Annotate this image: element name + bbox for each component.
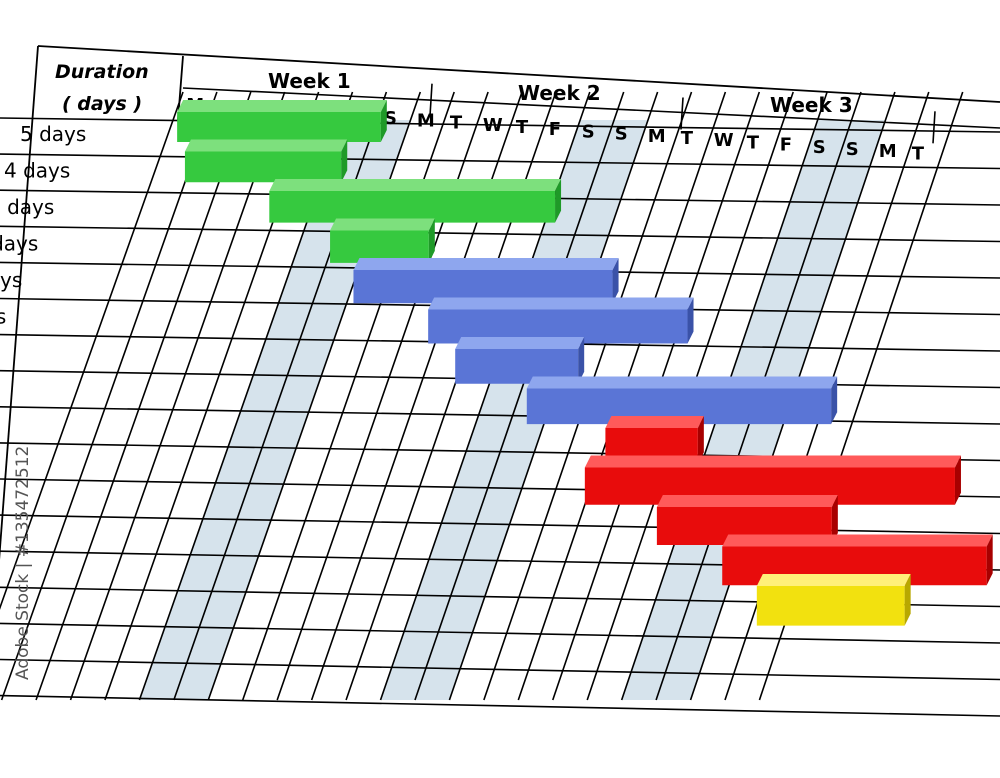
duration-label: 7 days bbox=[0, 195, 54, 219]
week-divider-line bbox=[182, 87, 1000, 129]
day-label: T bbox=[681, 128, 694, 149]
day-label: M bbox=[648, 126, 666, 147]
day-label: S bbox=[615, 124, 628, 145]
grid-row-line bbox=[0, 406, 1000, 425]
task-bar bbox=[756, 574, 911, 626]
task-bar bbox=[428, 297, 694, 344]
task-bar bbox=[330, 218, 435, 263]
task-bar bbox=[177, 100, 387, 142]
day-label: S bbox=[384, 108, 397, 129]
task-bar bbox=[184, 139, 348, 183]
week-label: Week 1 bbox=[268, 69, 351, 93]
task-bar bbox=[526, 376, 838, 425]
day-label: T bbox=[516, 117, 529, 138]
day-label: F bbox=[549, 119, 561, 140]
week-sep bbox=[429, 83, 433, 116]
day-label: T bbox=[912, 143, 925, 164]
day-label: T bbox=[450, 113, 463, 134]
day-label: S bbox=[813, 137, 826, 158]
grid-row-line bbox=[0, 153, 1000, 170]
week-sep bbox=[680, 97, 684, 130]
day-label: M bbox=[879, 141, 897, 162]
header-top-line bbox=[37, 45, 1000, 103]
day-label: T bbox=[747, 132, 760, 153]
duration-label: 4 days bbox=[4, 159, 70, 183]
day-label: S bbox=[582, 121, 595, 142]
task-bar bbox=[353, 258, 619, 304]
grid-col-line bbox=[414, 91, 625, 701]
grid-row-line bbox=[0, 117, 1000, 133]
task-bars bbox=[177, 100, 993, 626]
grid-row-line bbox=[0, 622, 1000, 644]
grid-left-line bbox=[0, 45, 39, 560]
grid-col-line bbox=[0, 91, 184, 610]
week-sep bbox=[932, 111, 936, 144]
day-label: M bbox=[417, 110, 435, 131]
task-bar bbox=[605, 416, 704, 465]
duration-label: 8 days bbox=[0, 268, 22, 292]
grid-row-line bbox=[0, 225, 1000, 243]
task-bar bbox=[455, 337, 585, 384]
duration-header-unit: ( days ) bbox=[62, 93, 142, 115]
grid-row-line bbox=[0, 658, 1000, 681]
day-label: S bbox=[846, 139, 859, 160]
duration-label: 8 days bbox=[0, 305, 6, 329]
week-label: Week 3 bbox=[770, 93, 853, 117]
day-label: W bbox=[714, 130, 734, 151]
duration-header: Duration bbox=[55, 61, 149, 83]
day-label: F bbox=[780, 135, 792, 156]
duration-label: 3 days bbox=[0, 232, 38, 256]
week-label: Week 2 bbox=[518, 81, 601, 105]
grid-row-line bbox=[0, 694, 1000, 717]
stock-watermark: Adobe Stock | #135472512 bbox=[13, 446, 33, 680]
task-bar bbox=[269, 179, 562, 223]
day-label: W bbox=[483, 115, 503, 136]
duration-label: 5 days bbox=[20, 122, 86, 146]
